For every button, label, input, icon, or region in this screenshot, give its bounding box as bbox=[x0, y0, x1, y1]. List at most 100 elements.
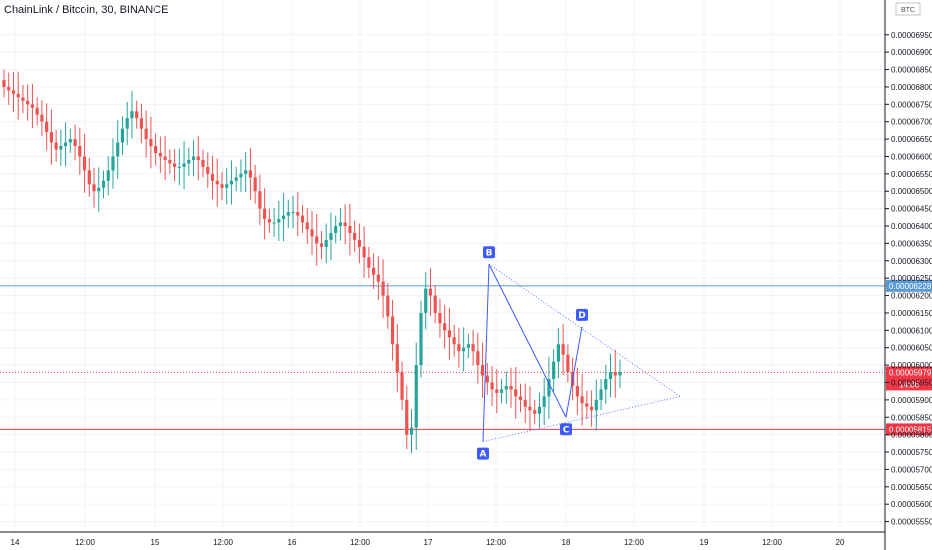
x-tick-label: 12:00 bbox=[75, 538, 96, 547]
candle-body bbox=[300, 215, 305, 223]
y-tick-label: 0.00006900 bbox=[891, 48, 932, 57]
candle-body bbox=[533, 410, 537, 414]
pattern-leg bbox=[565, 326, 583, 418]
candle-body bbox=[523, 399, 527, 407]
candle-body bbox=[177, 166, 181, 168]
candle-body bbox=[405, 399, 409, 435]
x-tick-label: 12:00 bbox=[486, 538, 507, 547]
candle-body bbox=[35, 107, 39, 115]
x-tick-label: 16 bbox=[288, 538, 297, 547]
candle-body bbox=[258, 191, 262, 209]
candle-body bbox=[263, 208, 267, 220]
y-tick-label: 0.00006050 bbox=[891, 344, 932, 353]
candle-body bbox=[424, 288, 428, 313]
candle-body bbox=[215, 180, 219, 185]
candle-body bbox=[608, 372, 613, 380]
y-axis-unit: BTC bbox=[901, 7, 915, 14]
candle-body bbox=[144, 128, 148, 140]
candle-body bbox=[139, 118, 144, 129]
x-tick-label: 12:00 bbox=[213, 538, 234, 547]
abcd-pattern[interactable]: A B C D bbox=[477, 246, 681, 460]
y-tick-label: 0.00006300 bbox=[891, 257, 932, 266]
candle-body bbox=[11, 90, 16, 94]
candle-body bbox=[253, 177, 257, 192]
y-tick-label: 0.00006100 bbox=[891, 326, 932, 335]
candle-body bbox=[291, 212, 295, 214]
candle-body bbox=[73, 139, 77, 147]
candle-body bbox=[443, 323, 447, 331]
y-tick-label: 0.00006800 bbox=[891, 83, 932, 92]
x-tick-label: 18 bbox=[562, 538, 571, 547]
candle-body bbox=[376, 274, 380, 282]
candle-body bbox=[518, 396, 523, 400]
candle-body bbox=[158, 152, 162, 157]
y-tick-label: 0.00006150 bbox=[891, 309, 932, 318]
grid bbox=[0, 0, 885, 532]
candle-body bbox=[120, 128, 125, 143]
candle-body bbox=[372, 267, 376, 275]
candle-body bbox=[428, 288, 433, 296]
pattern-point-label: C bbox=[563, 425, 570, 435]
candle-body bbox=[87, 170, 91, 185]
candle-body bbox=[78, 146, 82, 157]
candle-body bbox=[542, 396, 546, 407]
y-tick-label: 0.00005950 bbox=[891, 378, 932, 387]
pattern-point-label: D bbox=[578, 311, 585, 321]
candle-body bbox=[196, 156, 200, 160]
candle-body bbox=[433, 295, 437, 313]
candle-body bbox=[281, 215, 286, 220]
candle-body bbox=[556, 344, 560, 362]
candle-body bbox=[244, 170, 248, 174]
candle-body bbox=[154, 146, 158, 153]
candle-body bbox=[68, 139, 72, 143]
pattern-point-label: B bbox=[486, 248, 493, 258]
candle-body bbox=[528, 406, 532, 411]
candle-body bbox=[111, 156, 115, 171]
price-tag-bg bbox=[886, 279, 932, 292]
candle-body bbox=[457, 344, 461, 352]
pattern-point-badge bbox=[560, 423, 572, 436]
candle-body bbox=[561, 344, 565, 355]
y-tick-label: 0.00005550 bbox=[891, 518, 932, 527]
candle-body bbox=[395, 344, 399, 373]
candle-body bbox=[239, 173, 243, 178]
triangle-edge-lower bbox=[482, 396, 681, 442]
candle-body bbox=[338, 222, 343, 227]
candle-body bbox=[296, 212, 300, 216]
pattern-point-badge bbox=[477, 447, 489, 460]
candle-body bbox=[97, 187, 101, 192]
candle-body bbox=[163, 156, 167, 160]
candle-body bbox=[7, 86, 11, 91]
candle-body bbox=[64, 142, 68, 147]
candle-body bbox=[315, 236, 319, 244]
y-tick-label: 0.00006700 bbox=[891, 118, 932, 127]
candle-body bbox=[462, 347, 466, 352]
price-tag-label: 0.00005815 bbox=[889, 425, 932, 434]
x-tick-label: 15 bbox=[151, 538, 160, 547]
candle-body bbox=[26, 100, 30, 105]
candle-body bbox=[334, 226, 338, 233]
candle-body bbox=[187, 159, 191, 164]
candle-body bbox=[589, 406, 594, 411]
candle-body bbox=[168, 159, 172, 164]
candle-body bbox=[182, 163, 186, 167]
candle-body bbox=[206, 166, 210, 174]
candle-body bbox=[490, 382, 494, 390]
candle-body bbox=[220, 184, 224, 188]
x-tick-label: 14 bbox=[11, 538, 20, 547]
y-tick-label: 0.00005750 bbox=[891, 448, 932, 457]
pattern-point-label: A bbox=[480, 450, 487, 460]
candle-body bbox=[305, 222, 309, 230]
candle-body bbox=[409, 427, 414, 435]
candle-body bbox=[30, 104, 35, 108]
candle-body bbox=[116, 142, 120, 157]
x-tick-label: 12:00 bbox=[350, 538, 371, 547]
x-tick-label: 20 bbox=[836, 538, 845, 547]
candle-body bbox=[191, 156, 196, 160]
price-tag-label: 0.00006228 bbox=[889, 282, 932, 291]
y-tick-label: 0.00005900 bbox=[891, 396, 932, 405]
y-axis-unit-box bbox=[895, 2, 921, 16]
y-tick-label: 0.00006400 bbox=[891, 222, 932, 231]
candle-body bbox=[476, 351, 480, 366]
